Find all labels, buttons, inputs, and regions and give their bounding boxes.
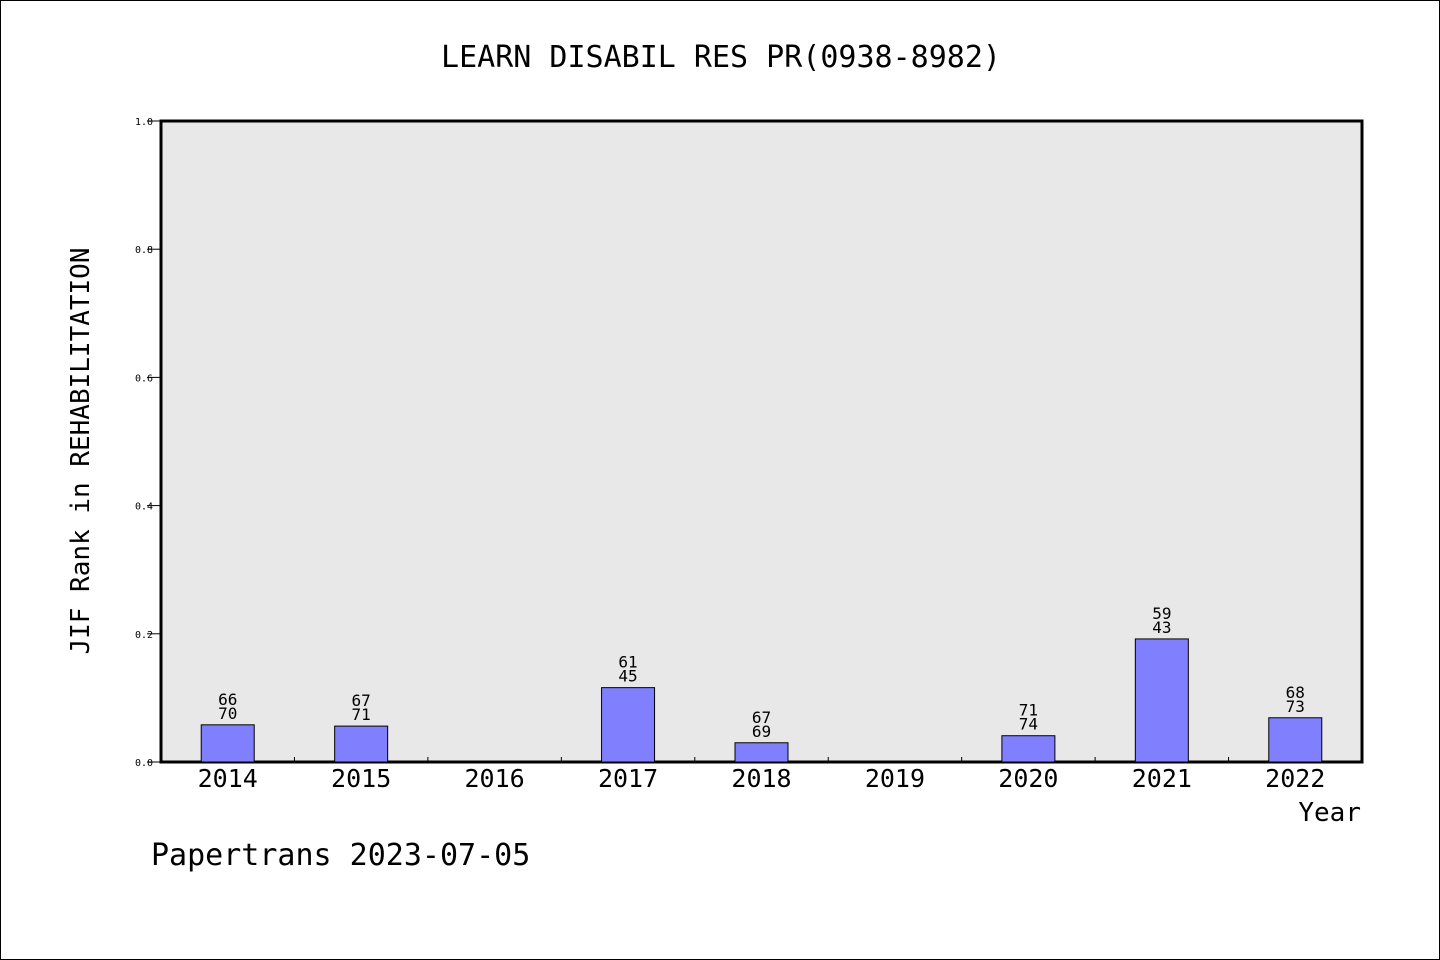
bar-2022 [1268, 717, 1323, 763]
y-axis-title: JIF Rank in REHABILITATION [66, 248, 96, 655]
bar-label-top: 66 [218, 690, 237, 709]
bar-label-bottom: 43 [1152, 618, 1171, 637]
footer-text: Papertrans 2023-07-05 [151, 838, 530, 873]
x-axis-title: Year [1298, 798, 1361, 828]
x-tick-label: 2022 [1265, 764, 1325, 793]
bar-2015 [334, 725, 389, 763]
bar-label-bottom: 71 [352, 705, 371, 724]
bar-label-bottom: 74 [1019, 715, 1038, 734]
chart-title: LEARN DISABIL RES PR(0938-8982) [441, 40, 1001, 75]
y-tick-label: 1.0 [135, 117, 153, 128]
x-tick-label: 2021 [1132, 764, 1192, 793]
bar-label-bottom: 73 [1286, 697, 1305, 716]
x-tick-label: 2017 [598, 764, 658, 793]
y-tick-label: 0.4 [135, 502, 153, 513]
bar-label-bottom: 45 [618, 667, 637, 686]
x-tick-label: 2018 [731, 764, 791, 793]
x-tick-label: 2016 [465, 764, 525, 793]
bar-label-top: 67 [352, 691, 371, 710]
x-tick-label: 2014 [198, 764, 258, 793]
y-tick-label: 0.2 [135, 630, 153, 641]
bar-label-bottom: 70 [218, 704, 237, 723]
x-tick-label: 2020 [998, 764, 1058, 793]
x-tick-label: 2019 [865, 764, 925, 793]
bar-2017 [601, 687, 656, 763]
x-tick-label: 2015 [331, 764, 391, 793]
bar-2020 [1001, 735, 1056, 763]
y-tick-label: 0.8 [135, 245, 153, 256]
bar-2021 [1134, 638, 1189, 763]
bar-label-bottom: 69 [752, 722, 771, 741]
bar-label-top: 59 [1152, 604, 1171, 623]
bar-label-top: 61 [618, 653, 637, 672]
bar-2018 [734, 742, 789, 763]
bar-2014 [200, 724, 255, 763]
bar-label-top: 71 [1019, 701, 1038, 720]
y-tick-label: 0.0 [135, 758, 153, 769]
y-tick-label: 0.6 [135, 373, 153, 384]
bar-label-top: 67 [752, 708, 771, 727]
bar-label-top: 68 [1286, 683, 1305, 702]
